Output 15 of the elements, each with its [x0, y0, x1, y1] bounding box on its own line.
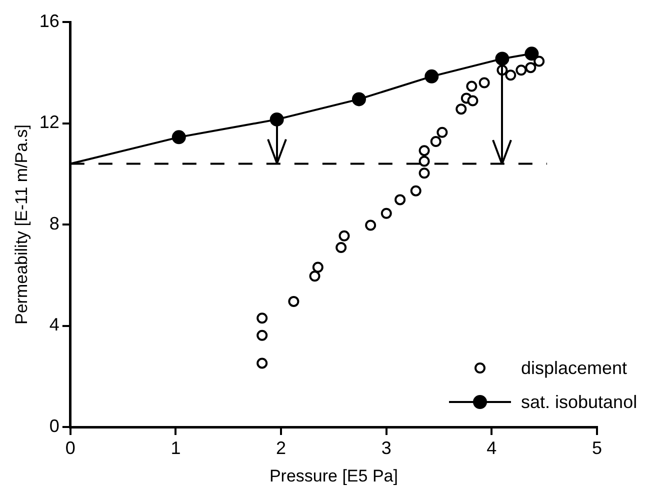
x-tick-label: 2	[276, 438, 286, 458]
x-tick-label: 1	[170, 438, 181, 458]
legend-label: displacement	[521, 358, 628, 378]
x-tick-label: 3	[381, 438, 392, 458]
y-tick-label: 0	[49, 416, 60, 436]
y-tick-label: 12	[39, 112, 60, 132]
x-tick-label: 4	[486, 438, 497, 458]
x-tick-label: 0	[65, 438, 76, 458]
x-axis-title: Pressure [E5 Pa]	[269, 466, 398, 486]
x-tick-label: 5	[592, 438, 602, 458]
y-tick-label: 8	[49, 213, 60, 234]
legend-label: sat. isobutanol	[521, 392, 638, 412]
y-axis-title: Permeability [E-11 m/Pa.s]	[12, 124, 31, 324]
y-tick-label: 4	[49, 314, 60, 335]
y-tick-label: 16	[39, 10, 60, 31]
